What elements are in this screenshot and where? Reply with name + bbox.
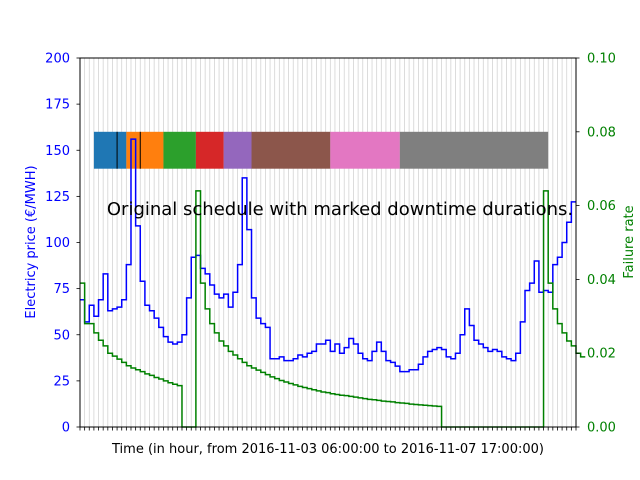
left-y-tick-label: 25	[53, 374, 70, 389]
right-y-ticks: 0.00 0.02 0.04 0.06 0.08 0.10	[576, 52, 616, 436]
left-y-tick-label: 0	[62, 421, 70, 436]
right-y-tick-label: 0.08	[587, 125, 616, 140]
right-y-tick-label: 0.10	[587, 52, 616, 67]
right-y-tick-label: 0.00	[587, 421, 616, 436]
left-y-tick-label: 200	[45, 52, 70, 67]
right-y-tick-label: 0.06	[587, 199, 616, 214]
left-y-ticks: 0 25 50 75 100 125 150 175 200	[45, 52, 80, 436]
left-y-tick-label: 75	[53, 282, 70, 297]
x-axis-label: Time (in hour, from 2016-11-03 06:00:00 …	[111, 442, 544, 457]
x-ticks	[79, 427, 577, 431]
schedule-block	[330, 131, 400, 169]
left-y-tick-label: 175	[45, 98, 70, 113]
schedule-blocks	[93, 131, 549, 169]
left-y-tick-label: 150	[45, 144, 70, 159]
schedule-block	[163, 131, 196, 169]
schedule-block	[251, 131, 331, 169]
right-y-axis-label: Failure rate	[622, 205, 637, 278]
left-y-tick-label: 50	[53, 328, 70, 343]
left-y-tick-label: 125	[45, 190, 70, 205]
vertical-grid	[79, 58, 577, 427]
left-y-tick-label: 100	[45, 236, 70, 251]
price-series-line	[80, 138, 576, 373]
schedule-block	[399, 131, 549, 169]
schedule-block	[195, 131, 224, 169]
left-y-axis-label: Electricy price (€/MWH)	[24, 165, 39, 318]
chart-title: Original schedule with marked downtime d…	[107, 199, 573, 220]
schedule-block	[223, 131, 252, 169]
right-y-tick-label: 0.04	[587, 273, 616, 288]
schedule-block	[126, 131, 164, 169]
schedule-block	[93, 131, 127, 169]
right-y-tick-label: 0.02	[587, 347, 616, 362]
